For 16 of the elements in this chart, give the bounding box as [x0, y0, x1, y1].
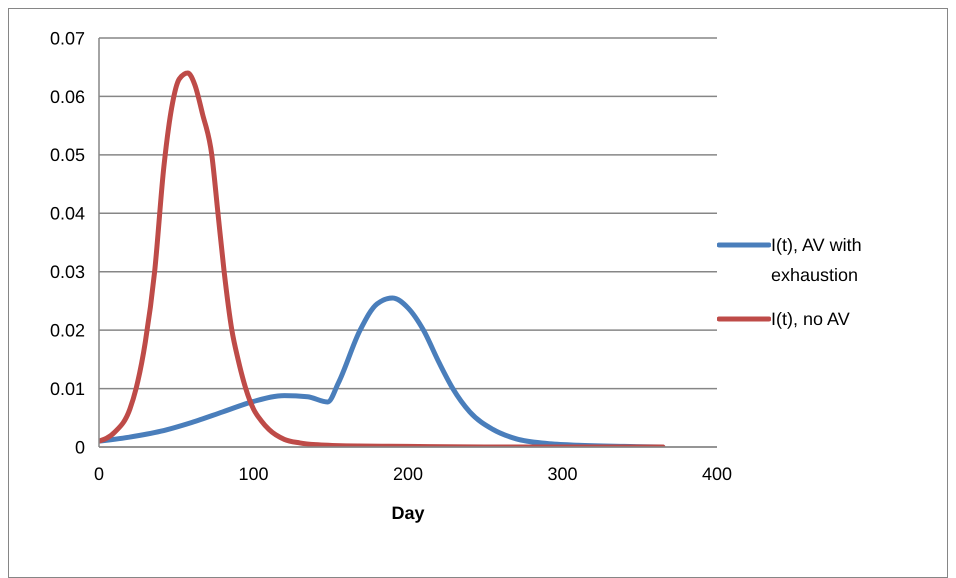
x-tick-label: 300 — [547, 464, 578, 484]
legend-label: I(t), no AV — [771, 308, 850, 331]
y-tick-label: 0.07 — [50, 28, 85, 48]
y-tick-label: 0.02 — [50, 320, 85, 341]
y-tick-label: 0.01 — [50, 378, 85, 399]
y-tick-label: 0.03 — [50, 262, 85, 282]
x-tick-label: 100 — [238, 464, 269, 484]
y-tick-label: 0.04 — [50, 204, 85, 224]
x-tick-label: 200 — [392, 464, 424, 484]
legend-label: I(t), AV with exhaustion — [771, 234, 863, 287]
x-axis-title: Day — [391, 503, 425, 523]
y-tick-label: 0 — [74, 437, 85, 458]
x-tick-label: 400 — [702, 464, 732, 484]
x-tick-label: 0 — [94, 464, 104, 484]
y-tick-label: 0.06 — [50, 86, 85, 107]
y-tick-label: 0.05 — [50, 145, 85, 166]
